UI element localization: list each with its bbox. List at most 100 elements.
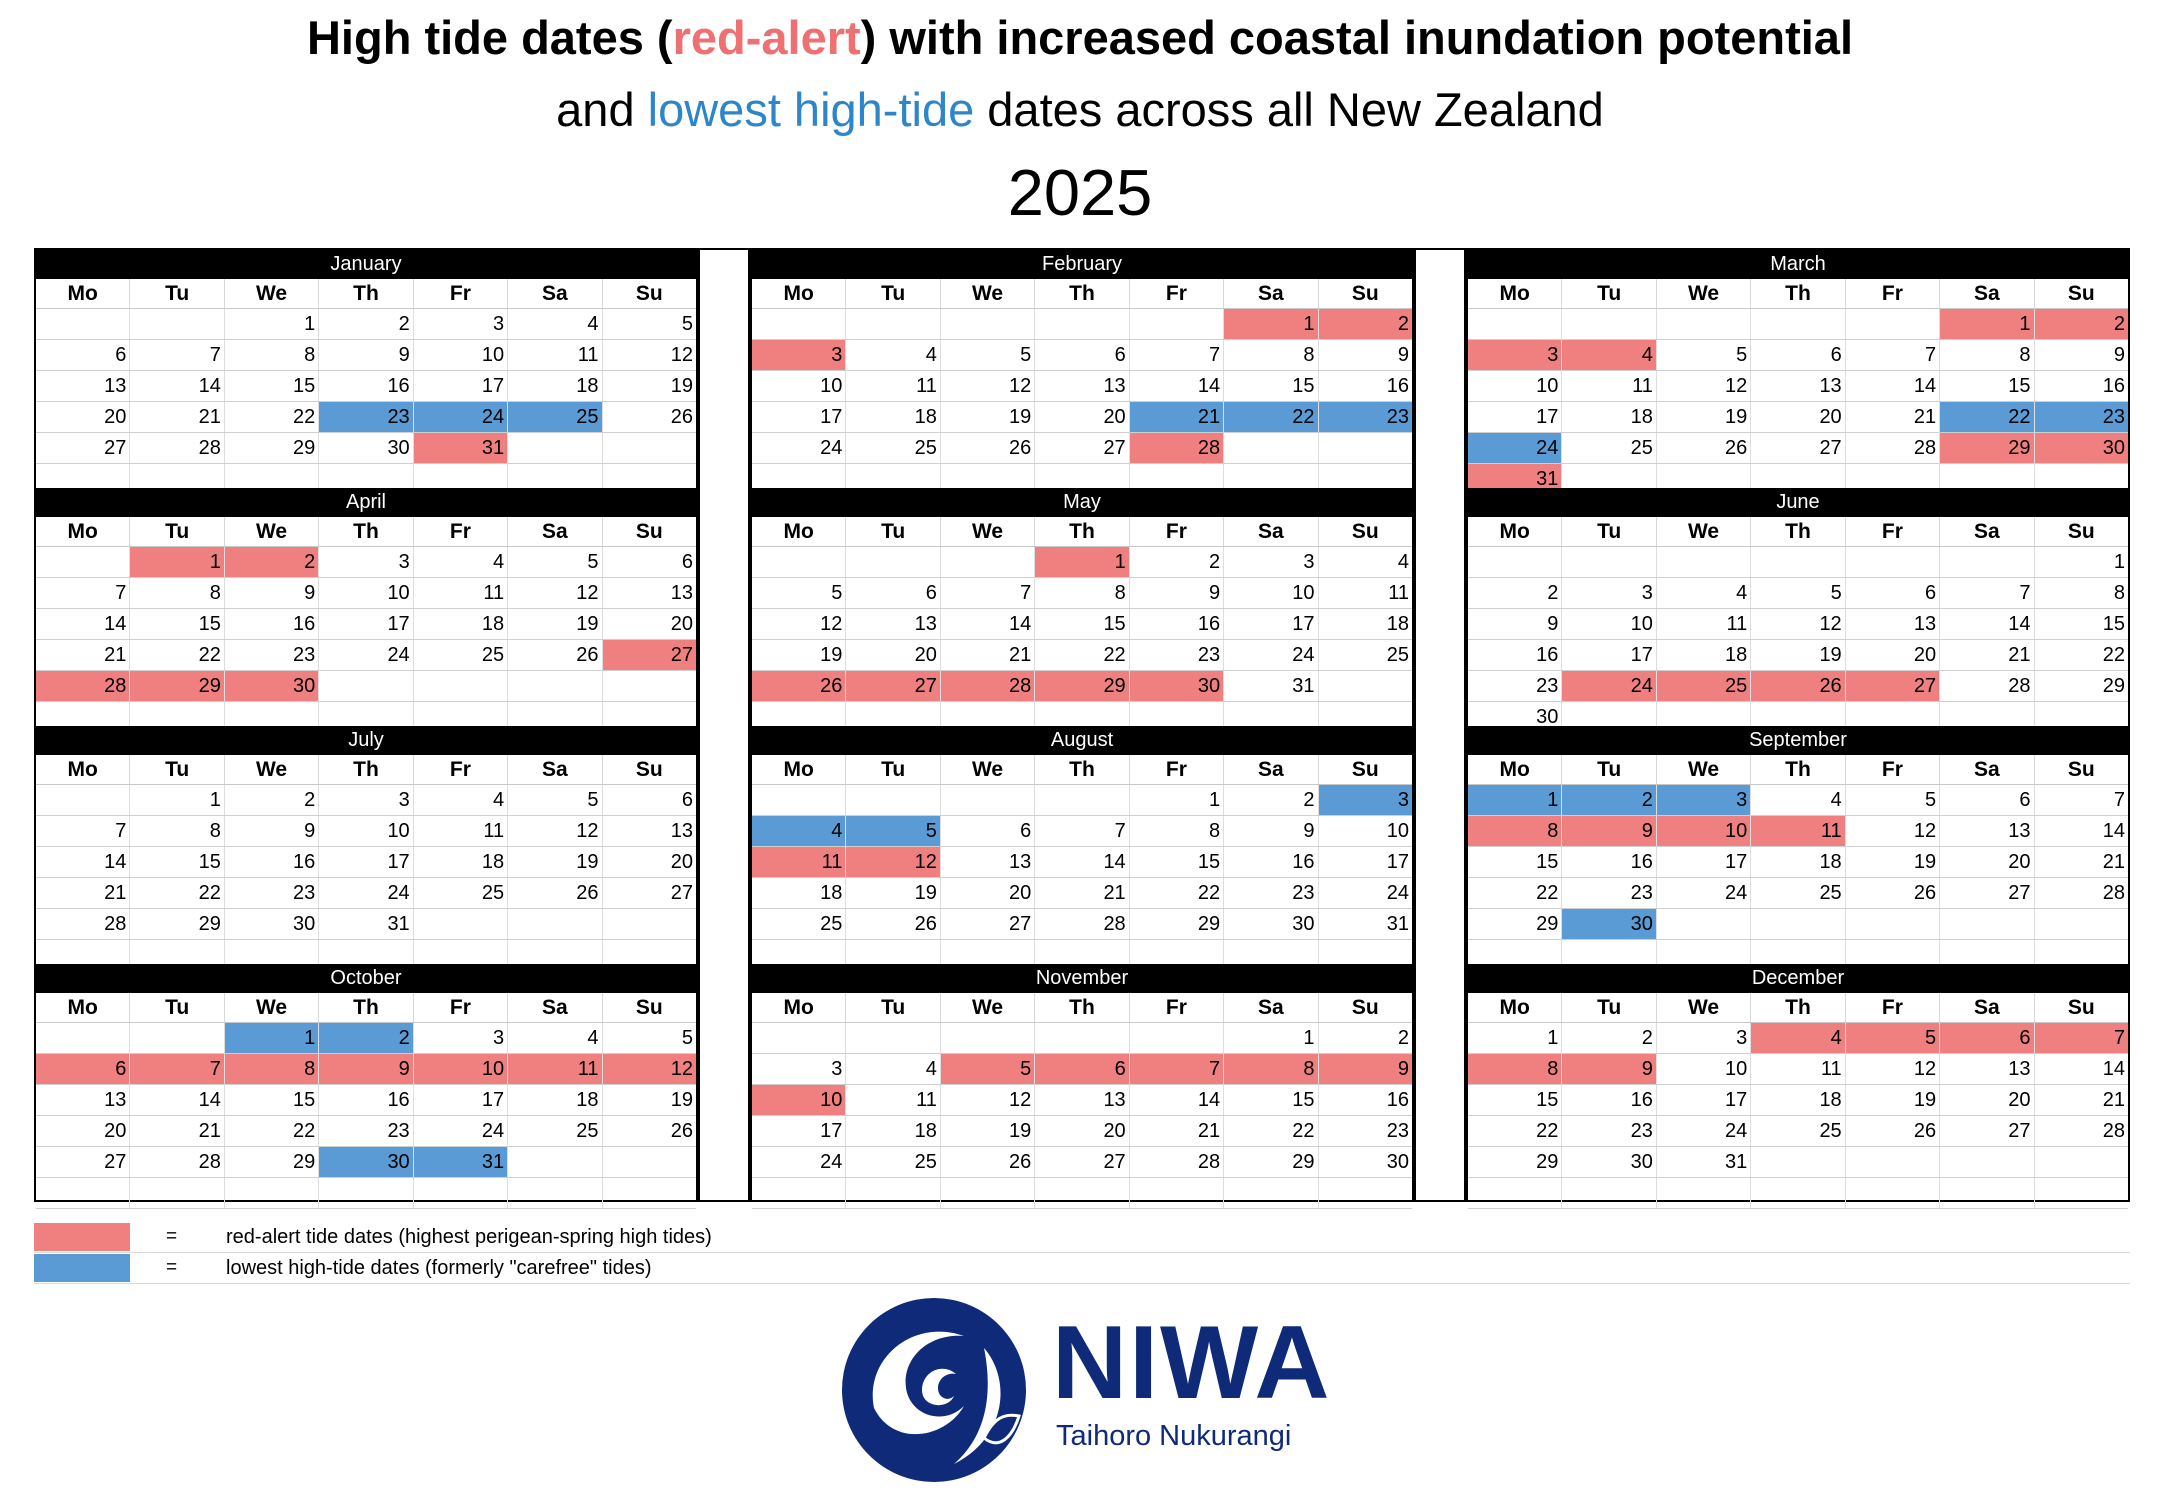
niwa-wordmark: NIWA — [1052, 1305, 1332, 1421]
week-row: 20 21 22 23 24 25 26 — [36, 1116, 696, 1147]
day-cell: 10 — [752, 371, 847, 401]
day-cell: 17 — [752, 1116, 847, 1146]
weekday-label: Fr — [1846, 517, 1941, 546]
weekday-label: We — [1657, 755, 1752, 784]
day-cell: 27 — [1940, 1116, 2035, 1146]
week-row: 11 12 13 14 15 16 17 — [752, 847, 1412, 878]
legend-blue-text: lowest high-tide dates (formerly "carefr… — [226, 1257, 652, 1279]
day-cell: 18 — [508, 1085, 603, 1115]
empty-cell — [319, 1178, 414, 1208]
week-row: 10 11 12 13 14 15 16 — [752, 1085, 1412, 1116]
day-cell: 18 — [1657, 640, 1752, 670]
weekday-label: Th — [319, 279, 414, 308]
month-november: November Mo Tu We Th Fr Sa Su 1 2 3 4 5 6 7 8 9 10 11 12 13 1… — [750, 964, 1414, 1209]
weekday-label: We — [941, 993, 1036, 1022]
weekday-label: Fr — [1846, 993, 1941, 1022]
day-cell: 25 — [508, 1116, 603, 1146]
day-cell: 4 — [1751, 785, 1846, 815]
weekday-label: Th — [1751, 993, 1846, 1022]
week-row: 13 14 15 16 17 18 19 — [36, 1085, 696, 1116]
week-row — [36, 1178, 696, 1209]
day-cell: 1 — [130, 785, 225, 815]
day-cell: 7 — [36, 816, 131, 846]
month-title: November — [752, 964, 1412, 993]
day-cell: 29 — [2102, 675, 2125, 697]
empty-cell — [1468, 940, 1563, 970]
week-row: 14 15 16 17 18 19 20 — [36, 847, 696, 878]
day-cell: 2 — [1130, 547, 1225, 577]
weekday-label: Mo — [752, 993, 847, 1022]
weekday-label: Fr — [1130, 279, 1225, 308]
empty-cell — [1035, 1178, 1130, 1208]
year-heading: 2025 — [1007, 156, 1153, 229]
empty-cell — [603, 671, 696, 701]
empty-cell — [1657, 1178, 1752, 1208]
day-cell: 14 — [36, 609, 131, 639]
empty-cell — [508, 940, 603, 970]
weekday-label: Th — [319, 517, 414, 546]
day-cell: 14 — [2102, 1058, 2125, 1080]
day-cell: 8 — [2113, 582, 2125, 604]
weekday-header-row: Mo Tu We Th Fr Sa Su — [1468, 993, 2128, 1023]
weekday-label: Th — [1035, 993, 1130, 1022]
empty-cell — [1657, 464, 1752, 494]
week-row — [752, 1178, 1412, 1209]
day-cell-lowest-tide: 21 — [1129, 402, 1225, 432]
day-cell: 2 — [1468, 578, 1563, 608]
title-text-2a: and — [556, 83, 648, 136]
day-cell: 20 — [670, 613, 693, 635]
day-cell: 16 — [1562, 1085, 1657, 1115]
weekday-label: Fr — [1846, 755, 1941, 784]
day-cell: 3 — [752, 1054, 847, 1084]
empty-cell — [1751, 309, 1846, 339]
week-row: 17 18 19 20 21 22 23 — [752, 1116, 1412, 1147]
empty-cell — [36, 464, 131, 494]
day-cell: 26 — [1657, 433, 1752, 463]
day-cell: 25 — [752, 909, 847, 939]
weekday-header-row: Mo Tu We Th Fr Sa Su — [1468, 755, 2128, 785]
day-cell: 15 — [1035, 609, 1130, 639]
empty-cell — [1940, 940, 2035, 970]
day-cell: 15 — [130, 847, 225, 877]
day-cell: 3 — [319, 785, 414, 815]
day-cell: 8 — [1130, 816, 1225, 846]
day-cell: 8 — [225, 340, 320, 370]
empty-cell — [941, 547, 1036, 577]
month-title: September — [1468, 726, 2128, 755]
weekday-label: Sa — [1940, 517, 2035, 546]
empty-cell — [1751, 547, 1846, 577]
empty-cell — [414, 1178, 509, 1208]
empty-cell — [508, 671, 603, 701]
day-cell-lowest-tide: 23 — [319, 402, 414, 432]
week-row: 27 28 29 30 31 — [36, 1147, 696, 1178]
day-cell: 19 — [508, 847, 603, 877]
day-cell: 15 — [1224, 371, 1319, 401]
day-cell-red-alert: 11 — [752, 847, 847, 877]
empty-cell — [130, 702, 225, 732]
day-cell-red-alert: 8 — [224, 1054, 320, 1084]
weekday-label: Tu — [846, 279, 941, 308]
weekday-label: Tu — [846, 755, 941, 784]
day-cell: 6 — [1035, 340, 1130, 370]
day-cell: 19 — [752, 640, 847, 670]
day-cell: 23 — [1130, 640, 1225, 670]
day-cell: 22 — [1130, 878, 1225, 908]
day-cell-red-alert: 12 — [846, 847, 941, 877]
day-cell: 28 — [1940, 671, 2035, 701]
empty-cell — [941, 464, 1036, 494]
day-cell: 18 — [1386, 613, 1409, 635]
empty-cell — [1846, 464, 1941, 494]
day-cell: 23 — [319, 1116, 414, 1146]
empty-cell — [941, 309, 1036, 339]
day-cell-red-alert: 1 — [1224, 309, 1319, 339]
weekday-label: Fr — [414, 993, 509, 1022]
day-cell: 20 — [846, 640, 941, 670]
week-row: 15 16 17 18 19 20 21 — [1468, 847, 2128, 878]
weekday-label: Mo — [1468, 755, 1563, 784]
weekday-label: Tu — [846, 993, 941, 1022]
day-cell: 19 — [670, 1089, 693, 1111]
day-cell: 2 — [319, 309, 414, 339]
week-row: 19 20 21 22 23 24 25 — [752, 640, 1412, 671]
